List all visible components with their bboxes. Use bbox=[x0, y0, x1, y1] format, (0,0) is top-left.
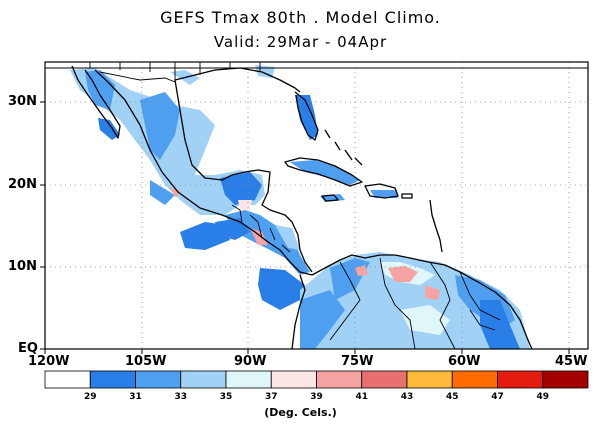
colorbar-units: (Deg. Cels.) bbox=[264, 406, 337, 419]
lon-label-105w: 105W bbox=[125, 354, 167, 369]
lat-label-eq: EQ bbox=[18, 341, 38, 356]
colorbar-swatch bbox=[316, 370, 363, 389]
lat-label-10n: 10N bbox=[8, 259, 37, 274]
colorbar-tick-label: 29 bbox=[83, 392, 97, 402]
colorbar-swatch bbox=[180, 370, 227, 389]
colorbar-tick-label: 43 bbox=[400, 392, 414, 402]
coastlines bbox=[71, 65, 533, 349]
colorbar-swatch bbox=[451, 370, 498, 389]
map-field bbox=[45, 62, 588, 349]
lon-label-90w: 90W bbox=[234, 354, 267, 369]
lon-label-45w: 45W bbox=[555, 354, 588, 369]
lat-label-30n: 30N bbox=[8, 94, 37, 109]
lat-label-20n: 20N bbox=[8, 177, 37, 192]
lon-label-75w: 75W bbox=[341, 354, 374, 369]
colorbar-swatch bbox=[225, 370, 272, 389]
colorbar-swatch bbox=[270, 370, 317, 389]
colorbar-swatch bbox=[406, 370, 453, 389]
colorbar-tick-label: 35 bbox=[219, 392, 233, 402]
colorbar-swatch bbox=[497, 370, 544, 389]
lon-label-120w: 120W bbox=[28, 354, 70, 369]
colorbar-tick-label: 45 bbox=[445, 392, 459, 402]
colorbar-tick-label: 31 bbox=[129, 392, 142, 402]
map-title: GEFS Tmax 80th . Model Climo. bbox=[160, 8, 441, 27]
colorbar bbox=[44, 370, 589, 389]
grid-lines bbox=[45, 62, 588, 349]
florida-shading bbox=[295, 95, 318, 140]
colorbar-tick-label: 37 bbox=[264, 392, 278, 402]
map-frame bbox=[44, 61, 589, 350]
cuba-shading bbox=[290, 160, 360, 185]
colorbar-tick-label: 41 bbox=[355, 392, 369, 402]
colorbar-swatch bbox=[89, 370, 136, 389]
colorbar-tick-label: 39 bbox=[310, 392, 323, 402]
colorbar-tick-label: 33 bbox=[174, 392, 188, 402]
axis-ticks bbox=[40, 101, 570, 354]
colorbar-tick-label: 47 bbox=[491, 392, 504, 402]
colorbar-swatch bbox=[44, 370, 91, 389]
lon-label-60w: 60W bbox=[448, 354, 481, 369]
colorbar-swatch bbox=[361, 370, 408, 389]
colorbar-swatch bbox=[542, 370, 589, 389]
map-subtitle: Valid: 29Mar - 04Apr bbox=[213, 33, 388, 51]
country-borders bbox=[45, 62, 588, 349]
pacific-shading-south bbox=[258, 268, 305, 310]
colorbar-swatch bbox=[135, 370, 182, 389]
colorbar-tick-label: 49 bbox=[536, 392, 550, 402]
